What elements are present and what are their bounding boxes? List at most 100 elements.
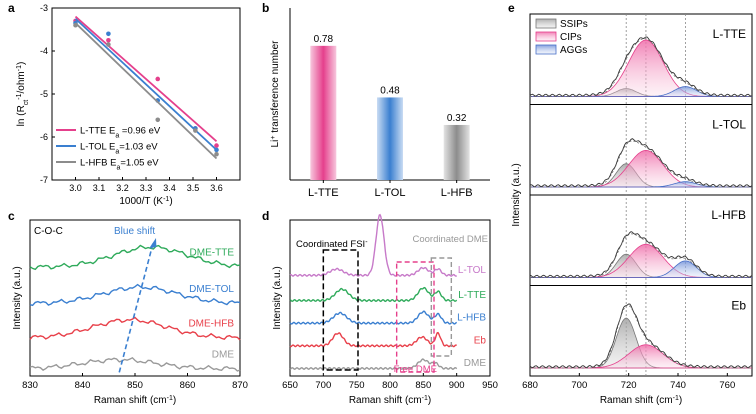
- panel-d-coordinated-dme-annotation: Coordinated DME: [412, 234, 488, 245]
- panel-d-series-label: L-HFB: [457, 313, 486, 324]
- panel-c-series-label: DME-TTE: [190, 248, 235, 259]
- panel-c-spectrum-dme-tol: [29, 283, 241, 307]
- panel-a-legend-label: L-TTE Ea =0.96 eV: [80, 126, 161, 140]
- panel-d-spectrum-l-tte: [289, 286, 458, 303]
- panel-a-x-tick-label: 3.2: [116, 183, 129, 193]
- panel-a-x-tick-label: 3.3: [140, 183, 153, 193]
- panel-a-fit-line-l-tte: [74, 15, 218, 142]
- panel-c-series-label: DME: [212, 349, 235, 360]
- panel-label-b: b: [262, 1, 269, 15]
- panel-d-x-tick-label: 900: [449, 380, 465, 391]
- panel-c-blue-shift-arrowhead: [149, 238, 157, 248]
- panel-b-bar-l-hfb: [443, 124, 470, 180]
- panel-e-subpanel-label: L-TOL: [712, 118, 746, 132]
- panel-a-point-l-tol: [214, 147, 219, 153]
- panel-b-x-tick-label: L-HFB: [441, 187, 473, 199]
- panel-d-spectrum-dme: [289, 358, 458, 370]
- panel-e-raman-deconvolution: 680 700 720 740 760 Raman shift (cm-1) Intensi…: [511, 13, 753, 407]
- panel-a-arrhenius-plot: 3.0 3.1 3.2 3.3 3.4 3.5 3.6 -3 -4 -5 -6 -7 1000/T (K…: [16, 3, 241, 207]
- panel-b-transference-bar-chart: 0.78 L-TTE 0.48 L-TOL 0.32 L-HFB Li+ transfere…: [270, 8, 490, 199]
- panel-c-spectrum-dme-hfb: [29, 316, 241, 341]
- panel-d-x-axis-label: Raman shift (cm-1): [349, 395, 431, 407]
- panel-b-bar-value-label: 0.32: [447, 113, 467, 124]
- panel-label-c: c: [8, 209, 15, 223]
- panel-d-spectrum-eb: [289, 331, 457, 348]
- panel-d-x-tick-label: 850: [415, 380, 431, 391]
- panel-a-legend-label: L-HFB Ea=1.05 eV: [80, 158, 159, 172]
- panel-c-spectrum-dme-tte: [29, 244, 241, 271]
- panel-c-blue-shift-arrow: [118, 241, 155, 373]
- panel-e-x-tick-label: 740: [670, 380, 686, 391]
- panel-c-series-label: DME-HFB: [188, 318, 234, 329]
- panel-a-y-axis-label: ln (Rct-1/ohm-1): [16, 62, 30, 127]
- panel-d-coordinated-dme-box: [430, 257, 453, 357]
- panel-a-x-tick-label: 3.1: [93, 183, 106, 193]
- panel-e-legend-label: CIPs: [560, 32, 582, 43]
- panel-e-x-axis-label: Raman shift (cm-1): [600, 395, 682, 407]
- panel-b-bar-value-label: 0.78: [314, 34, 334, 45]
- panel-e-legend-swatch: [535, 18, 557, 29]
- panel-c-plot-frame: [29, 219, 241, 377]
- panel-a-point-l-tte: [214, 143, 219, 148]
- panel-d-series-label: DME: [464, 358, 487, 369]
- panel-a-x-tick-label: 3.5: [187, 183, 200, 193]
- panel-e-fit-l-hfb: [530, 233, 752, 278]
- panel-e-x-tick-label: 680: [522, 380, 538, 391]
- panel-e-fit-l-tte: [530, 38, 752, 97]
- panel-e-x-tick-label: 760: [719, 380, 735, 391]
- panel-c-y-axis-label: Intensity (a.u.): [12, 266, 23, 329]
- panel-d-spectrum-l-hfb: [289, 310, 458, 325]
- panel-label-d: d: [262, 209, 269, 223]
- panel-e-envelope-l-tte: [529, 36, 753, 97]
- panel-d-x-tick-label: 650: [282, 380, 298, 391]
- panel-label-a: a: [8, 1, 15, 15]
- panel-d-series-label: L-TOL: [458, 265, 487, 276]
- panel-b-bar-l-tte: [310, 45, 337, 181]
- panel-e-legend-label: SSIPs: [560, 19, 588, 30]
- panel-d-series-label: Eb: [474, 335, 487, 346]
- panel-b-bar-l-tol: [377, 97, 403, 180]
- panel-d-free-dme-box: [395, 261, 435, 373]
- panel-e-legend-swatch: [535, 44, 557, 55]
- panel-a-legend-label: L-TOL Ea=1.03 eV: [80, 142, 158, 156]
- panel-e-component-cips: [530, 243, 752, 278]
- panel-c-blue-shift-annotation: Blue shift: [114, 226, 155, 237]
- panel-c-cooc-annotation: C-O-C: [34, 226, 63, 237]
- panel-c-x-tick-label: 840: [75, 380, 91, 391]
- panel-d-free-dme-annotation: Free DME: [394, 364, 437, 375]
- panel-a-point-l-hfb: [214, 151, 219, 157]
- panel-e-fit-l-tol: [530, 140, 752, 188]
- panel-a-x-tick-label: 3.6: [210, 183, 223, 193]
- panel-d-fsi-annotation: Coordinated FSI-: [296, 239, 368, 251]
- panel-d-spectrum-l-tol: [289, 213, 458, 277]
- panel-e-subpanel-label: L-HFB: [711, 208, 746, 222]
- panel-a-y-tick-label: -7: [40, 175, 48, 185]
- panel-a-point-l-hfb: [155, 117, 161, 123]
- panel-b-y-axis-label: Li+ transference number: [270, 40, 282, 148]
- panel-d-x-tick-label: 700: [315, 380, 331, 391]
- panel-a-y-tick-label: -4: [40, 46, 48, 56]
- panel-a-fit-line-l-tol: [74, 18, 218, 151]
- panel-a-point-l-tte: [106, 37, 111, 43]
- panel-e-legend-label: AGGs: [560, 45, 587, 56]
- panel-a-point-l-tte: [155, 76, 161, 82]
- panel-a-x-tick-label: 3.4: [163, 183, 176, 193]
- panel-a-point-l-tol: [106, 31, 111, 37]
- panel-c-x-tick-label: 830: [22, 380, 38, 391]
- panel-e-x-tick-label: 700: [571, 380, 587, 391]
- panel-label-e: e: [508, 1, 515, 15]
- panel-c-spectrum-dme: [29, 356, 241, 372]
- panel-a-point-l-hfb: [73, 22, 78, 28]
- panel-e-x-tick-label: 720: [621, 380, 637, 391]
- panel-a-y-tick-label: -5: [40, 89, 48, 99]
- panel-d-x-tick-label: 750: [349, 380, 365, 391]
- panel-b-bar-value-label: 0.48: [380, 85, 400, 96]
- panel-c-raman-cooc: 830 840 850 860 870 Raman shift (cm-1) Intensi…: [12, 219, 248, 406]
- panel-e-component-cips: [530, 149, 752, 188]
- panel-a-x-axis-label: 1000/T (K-1): [119, 196, 172, 208]
- panel-b-x-tick-label: L-TOL: [375, 187, 406, 199]
- panel-e-envelope-l-tol: [529, 138, 753, 188]
- panel-d-y-axis-label: Intensity (a.u.): [272, 266, 283, 329]
- panel-c-x-tick-label: 850: [127, 380, 143, 391]
